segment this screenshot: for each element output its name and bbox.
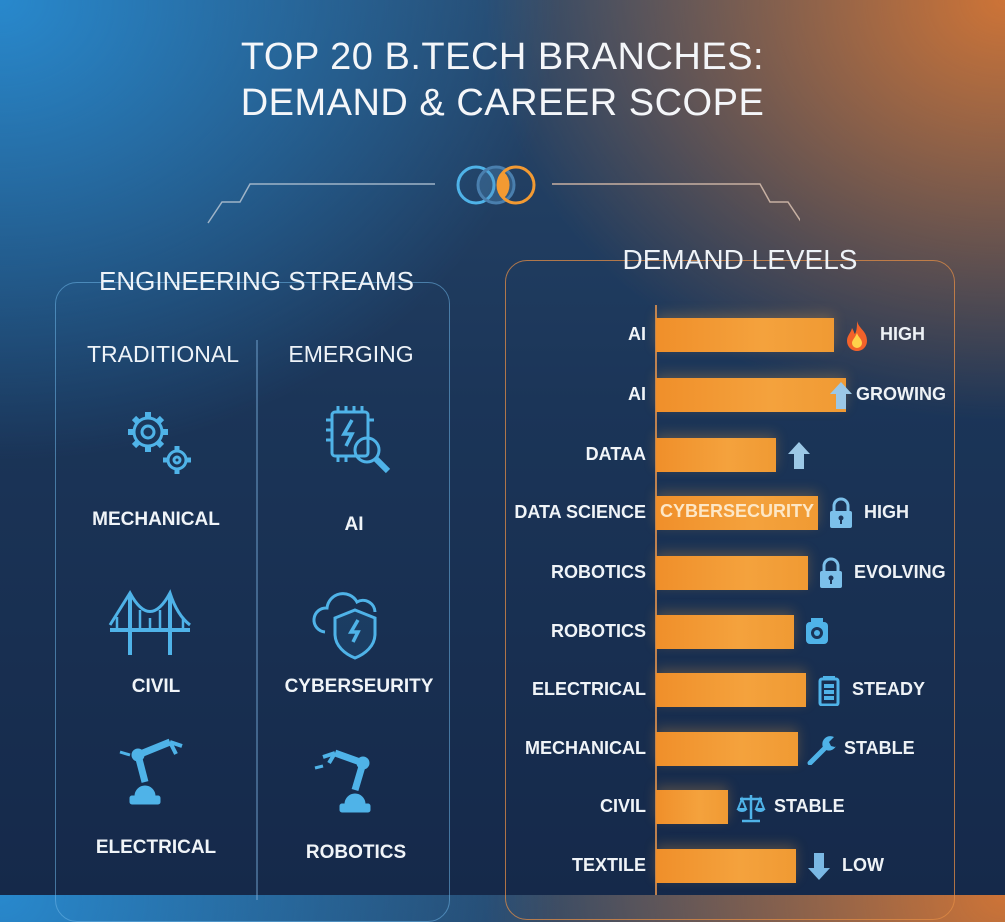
row-label: DATAA [585, 444, 646, 464]
gears-icon [115, 400, 205, 480]
robot-arm-icon [305, 738, 395, 818]
title-line-1: TOP 20 B.TECH BRANCHES: [240, 36, 765, 78]
row-label: DATA SCIENCE [514, 502, 646, 522]
demand-levels-panel [505, 260, 955, 920]
gear-icon [802, 616, 832, 648]
chip-search-icon [310, 400, 400, 480]
title-divider [207, 165, 800, 224]
stream-cybersecurity: CYBERSEURITY [284, 676, 434, 697]
wrench-icon [806, 733, 836, 766]
status-label: LOW [842, 855, 884, 875]
stream-ai: AI [344, 514, 364, 535]
column-divider [256, 340, 258, 900]
stream-civil: CIVIL [131, 676, 181, 697]
bar-inner-label: CYBERSECURITY [660, 501, 815, 521]
row-label: ELECTRICAL [532, 679, 646, 699]
stream-mechanical: MECHANICAL [92, 509, 220, 530]
status-label: STABLE [774, 796, 845, 816]
status-label: STABLE [844, 738, 915, 758]
ring-icon [456, 165, 496, 205]
ring-icon [496, 165, 536, 205]
traditional-heading: TRADITIONAL [86, 341, 240, 367]
status-label: EVOLVING [854, 562, 946, 582]
arrow-up-icon [784, 439, 814, 471]
demand-bar [656, 615, 794, 649]
scales-icon [736, 791, 766, 823]
row-label: ROBOTICS [550, 621, 646, 641]
demand-bar: CYBERSECURITY [656, 496, 818, 530]
status-label: HIGH [880, 324, 925, 344]
demand-bar [656, 556, 808, 590]
chart-title: DEMAND LEVELS [622, 244, 858, 275]
fire-icon [842, 319, 872, 351]
row-label: MECHANICAL [525, 738, 646, 758]
cloud-shield-icon [305, 582, 395, 662]
demand-bar [656, 790, 728, 824]
row-label: CIVIL [599, 796, 646, 816]
status-label: GROWING [856, 384, 946, 404]
emerging-heading: EMERGING [288, 341, 414, 367]
row-label: AI [628, 324, 646, 344]
bridge-icon [105, 585, 195, 665]
stream-robotics: ROBOTICS [305, 842, 407, 863]
status-label: STEADY [852, 679, 926, 699]
row-label: AI [628, 384, 646, 404]
arrow-down-icon [804, 850, 834, 882]
robot-arm-icon [110, 730, 200, 810]
lock-icon [826, 497, 856, 529]
stream-electrical: ELECTRICAL [95, 837, 217, 858]
status-label: HIGH [864, 502, 909, 522]
row-label: ROBOTICS [550, 562, 646, 582]
title-line-2: DEMAND & CAREER SCOPE [240, 82, 765, 124]
demand-bar [656, 438, 776, 472]
chart-axis [655, 305, 657, 895]
battery-icon [814, 674, 844, 707]
demand-bar [656, 849, 796, 883]
demand-bar [656, 732, 798, 766]
demand-bar [656, 378, 846, 412]
arrow-up-icon [826, 379, 856, 411]
lock-icon [816, 557, 846, 589]
demand-bar [656, 318, 834, 352]
streams-title: ENGINEERING STREAMS [99, 266, 414, 296]
demand-bar [656, 673, 806, 707]
row-label: TEXTILE [571, 855, 646, 875]
